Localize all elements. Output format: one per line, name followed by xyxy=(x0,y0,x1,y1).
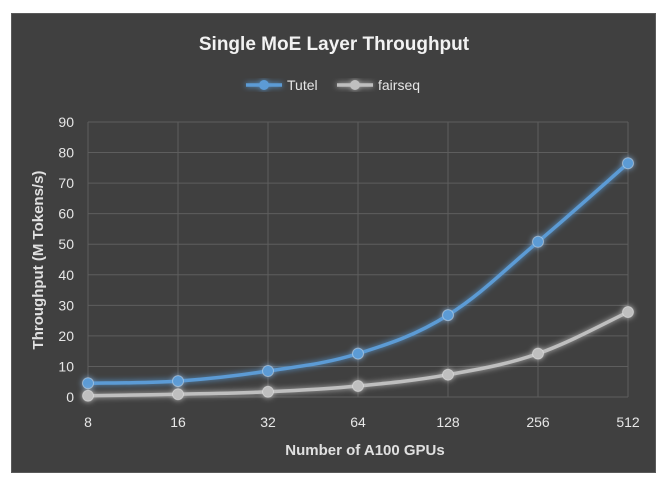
y-axis-label: Throughput (M Tokens/s) xyxy=(30,171,47,350)
x-tick-labels: 8 16 32 64 128 256 512 xyxy=(84,414,640,430)
data-point xyxy=(532,235,544,248)
series-fairseq xyxy=(82,306,634,402)
y-tick-label: 50 xyxy=(58,236,74,252)
x-axis-label: Number of A100 GPUs xyxy=(285,442,445,459)
x-tick-label: 256 xyxy=(526,414,550,430)
data-point xyxy=(172,375,184,388)
y-tick-label: 40 xyxy=(58,267,74,283)
legend-label-fairseq: fairseq xyxy=(378,77,420,93)
y-tick-label: 20 xyxy=(58,328,74,344)
data-point xyxy=(262,385,274,398)
gridlines xyxy=(87,121,629,398)
x-tick-label: 16 xyxy=(170,414,186,430)
x-tick-label: 512 xyxy=(616,414,640,430)
x-tick-label: 8 xyxy=(84,414,92,430)
legend: Tutel fairseq xyxy=(246,77,420,93)
data-point xyxy=(352,380,364,392)
data-point xyxy=(172,388,184,401)
x-tick-label: 64 xyxy=(350,414,366,430)
data-point xyxy=(532,347,544,360)
y-tick-label: 60 xyxy=(58,206,74,222)
y-tick-labels: 0 10 20 30 40 50 60 70 80 90 xyxy=(58,114,74,405)
legend-swatch-fairseq xyxy=(337,80,373,90)
data-point xyxy=(82,389,94,402)
y-tick-label: 10 xyxy=(58,358,74,374)
x-tick-label: 128 xyxy=(436,414,460,430)
legend-swatch-tutel xyxy=(246,80,282,90)
data-point xyxy=(262,365,274,378)
data-point xyxy=(622,157,634,170)
series-tutel xyxy=(82,157,634,390)
chart-title: Single MoE Layer Throughput xyxy=(199,34,470,55)
y-tick-label: 80 xyxy=(58,145,74,161)
data-point xyxy=(622,306,634,319)
y-tick-label: 0 xyxy=(66,389,74,405)
series-group xyxy=(82,157,634,402)
x-tick-label: 32 xyxy=(260,414,276,430)
data-point xyxy=(82,377,94,390)
y-tick-label: 90 xyxy=(58,114,74,130)
data-point xyxy=(352,347,364,360)
y-tick-label: 70 xyxy=(58,175,74,191)
y-tick-label: 30 xyxy=(58,297,74,313)
data-point xyxy=(442,368,454,381)
data-point xyxy=(442,309,454,322)
legend-label-tutel: Tutel xyxy=(287,77,318,93)
